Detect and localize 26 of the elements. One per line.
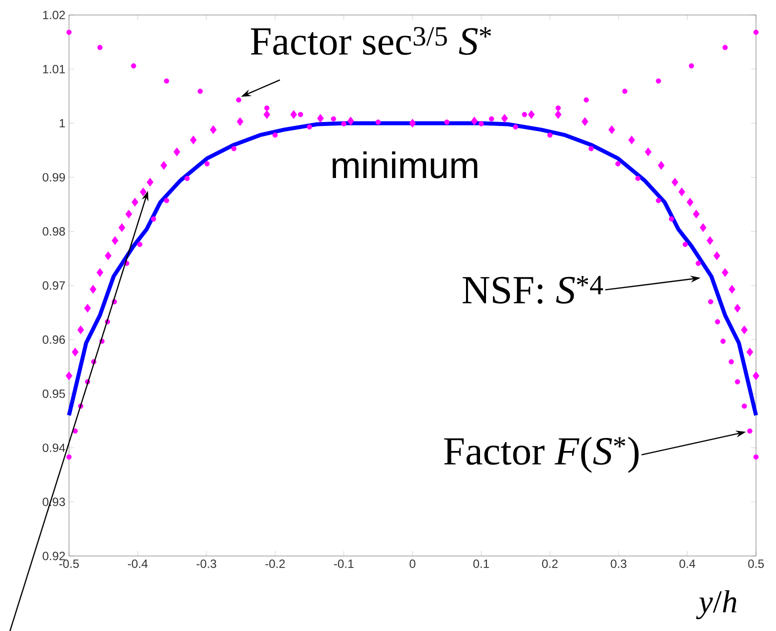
y-tick-label: 1 [60,119,65,128]
x-tick-label: 0.3 [610,560,626,568]
x-axis-title: y/h [696,590,736,620]
x-tick-label: 0.1 [473,560,489,568]
x-tick-label: -0.3 [196,560,216,568]
annotation: NSF: S$^{*4}$ [462,276,604,304]
y-tick-label: 0.97 [42,281,65,290]
y-tick-label: 1.02 [43,10,65,20]
y-tick-label: 0.96 [42,335,65,344]
x-tick-label: 0.4 [679,560,696,568]
annotation: Factor sec$^{3/5}$ S$^{*}$ [250,27,492,55]
annotation: Factor F(S$^{*}$) [444,436,639,473]
y-tick-label: 0.98 [42,227,65,236]
x-tick-label: 0.5 [748,560,764,568]
x-tick-label: -0.5 [59,560,79,568]
y-tick-label: 0.92 [42,552,65,560]
y-tick-label: 0.99 [42,173,65,182]
y-tick-label: 1.01 [43,64,65,74]
x-tick-label: -0.4 [128,560,148,568]
x-tick-label: 0.2 [542,560,558,568]
x-tick-label: -0.2 [265,560,285,568]
y-tick-label: 0.94 [42,444,66,452]
y-tick-label: 0.95 [42,389,65,398]
annotation: minimum [332,151,478,178]
x-tick-label: 0 [410,560,416,568]
x-tick-label: -0.1 [334,560,354,568]
